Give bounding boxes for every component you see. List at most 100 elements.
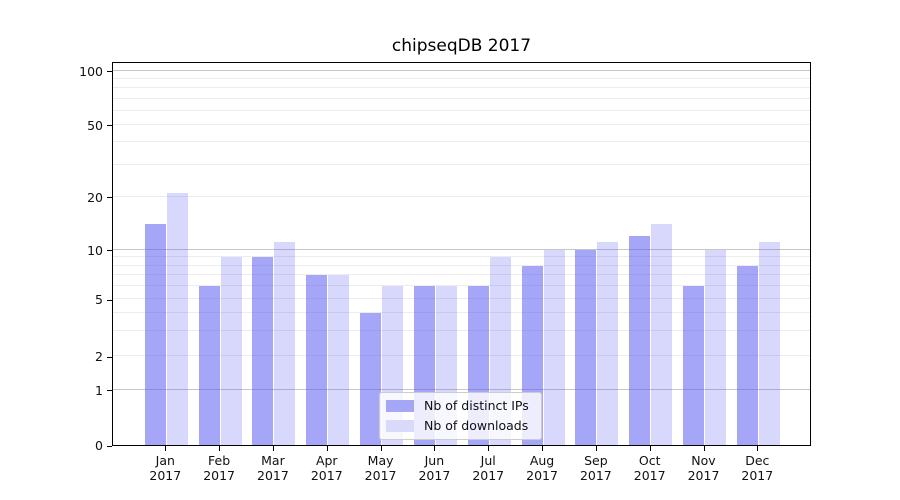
gridline-minor xyxy=(113,109,810,111)
x-tick-label: Feb 2017 xyxy=(187,453,251,483)
gridline-minor xyxy=(113,285,810,287)
gridline-minor xyxy=(113,298,810,300)
x-tick-label: Mar 2017 xyxy=(241,453,305,483)
x-tick-mark xyxy=(542,446,544,451)
x-tick-label-month: Oct xyxy=(638,453,661,468)
x-tick-label-month: Dec xyxy=(745,453,770,468)
x-tick-mark xyxy=(649,446,651,451)
x-tick-mark xyxy=(219,446,221,451)
bar-downloads xyxy=(328,275,350,445)
x-tick-label-year: 2017 xyxy=(526,468,558,483)
gridline-minor xyxy=(113,141,810,143)
y-tick-mark xyxy=(107,356,112,358)
x-tick-label-year: 2017 xyxy=(364,468,397,483)
gridline-minor xyxy=(113,195,810,197)
y-tick-mark xyxy=(107,197,112,199)
x-tick-label: Nov 2017 xyxy=(672,453,736,483)
gridline-minor xyxy=(113,123,810,125)
x-tick-label-month: Aug xyxy=(529,453,555,468)
x-tick-label-month: Jun xyxy=(424,453,445,468)
x-tick-label-year: 2017 xyxy=(633,468,666,483)
legend-row: Nb of distinct IPs xyxy=(386,398,529,414)
x-tick-label: Sep 2017 xyxy=(564,453,628,483)
y-tick-mark xyxy=(107,250,112,252)
x-tick-label-month: May xyxy=(367,453,394,468)
plot-area: Nb of distinct IPs Nb of downloads xyxy=(112,62,811,446)
y-tick-mark xyxy=(107,299,112,301)
y-tick-label: 5 xyxy=(95,292,103,308)
bar-downloads xyxy=(758,242,780,445)
gridline-minor xyxy=(113,256,810,258)
y-tick-label: 1 xyxy=(95,382,103,398)
bar-downloads xyxy=(220,257,242,445)
bar-distinct-ips xyxy=(629,235,651,445)
x-tick-label-month: Mar xyxy=(261,453,285,468)
x-tick-label-year: 2017 xyxy=(741,468,774,483)
gridline-minor xyxy=(113,274,810,276)
y-tick-label: 0 xyxy=(95,438,103,453)
x-tick-label-year: 2017 xyxy=(418,468,451,483)
x-tick-mark xyxy=(595,446,597,451)
gridline-minor xyxy=(113,264,810,266)
y-tick-mark xyxy=(107,390,112,391)
y-tick-mark xyxy=(107,125,112,127)
gridline-major xyxy=(113,69,810,71)
x-tick-label: Jun 2017 xyxy=(402,453,466,483)
bar-downloads xyxy=(543,249,565,445)
bar-distinct-ips xyxy=(736,265,758,445)
gridline-minor xyxy=(113,87,810,89)
gridline-minor xyxy=(113,97,810,99)
bar-distinct-ips xyxy=(252,257,274,445)
x-tick-label-year: 2017 xyxy=(203,468,236,483)
y-tick-label: 2 xyxy=(95,349,103,365)
x-tick-label-month: Sep xyxy=(584,453,608,468)
x-tick-label: Jan 2017 xyxy=(133,453,197,483)
x-tick-label: Oct 2017 xyxy=(618,453,682,483)
bar-downloads xyxy=(651,223,673,445)
x-tick-label-year: 2017 xyxy=(149,468,182,483)
bar-distinct-ips xyxy=(144,223,166,445)
x-tick-mark xyxy=(165,446,167,451)
x-tick-label-month: Apr xyxy=(315,453,338,468)
bar-distinct-ips xyxy=(306,275,328,445)
y-tick-mark xyxy=(107,445,112,447)
legend-label: Nb of distinct IPs xyxy=(424,398,529,413)
y-tick-label: 20 xyxy=(87,189,103,205)
gridline-major xyxy=(113,388,810,390)
x-tick-label-year: 2017 xyxy=(472,468,505,483)
x-tick-mark xyxy=(434,446,436,451)
x-tick-label-year: 2017 xyxy=(579,468,612,483)
gridline-major xyxy=(113,248,810,250)
x-tick-label: Aug 2017 xyxy=(510,453,574,483)
bar-distinct-ips xyxy=(198,286,220,445)
x-tick-mark xyxy=(272,446,274,451)
x-tick-mark xyxy=(326,446,328,451)
bar-downloads xyxy=(597,242,619,445)
chart-title: chipseqDB 2017 xyxy=(391,36,532,56)
x-tick-label-month: Feb xyxy=(208,453,231,468)
gridline-minor xyxy=(113,77,810,79)
legend: Nb of distinct IPs Nb of downloads xyxy=(379,392,542,440)
x-tick-label-year: 2017 xyxy=(310,468,343,483)
x-tick-label: Jul 2017 xyxy=(456,453,520,483)
bar-distinct-ips xyxy=(575,249,597,445)
gridline-minor xyxy=(113,163,810,165)
bar-downloads xyxy=(166,192,188,445)
x-tick-mark xyxy=(703,446,705,451)
x-tick-label-month: Jan xyxy=(155,453,175,468)
gridline-minor xyxy=(113,355,810,357)
gridline-minor xyxy=(113,312,810,314)
gridline-minor xyxy=(113,330,810,332)
x-tick-label-year: 2017 xyxy=(687,468,720,483)
legend-swatch-downloads xyxy=(386,420,414,432)
x-tick-label-month: Nov xyxy=(691,453,716,468)
y-tick-mark xyxy=(107,71,112,73)
legend-label: Nb of downloads xyxy=(424,418,529,433)
x-tick-label: Apr 2017 xyxy=(295,453,359,483)
x-tick-mark xyxy=(488,446,490,451)
bar-downloads xyxy=(705,249,726,445)
y-tick-label: 50 xyxy=(87,117,103,133)
y-tick-label: 10 xyxy=(87,242,103,258)
x-tick-label: Dec 2017 xyxy=(725,453,789,483)
